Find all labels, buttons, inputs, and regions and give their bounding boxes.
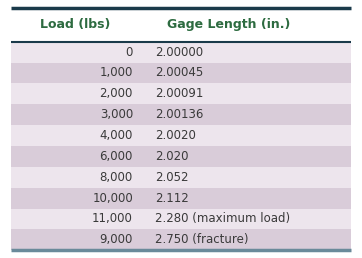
Text: 3,000: 3,000 (100, 108, 133, 121)
Text: 0: 0 (126, 46, 133, 59)
Bar (11, 42, 351, 62)
Text: 1,000: 1,000 (100, 67, 133, 79)
Text: 2.052: 2.052 (155, 171, 188, 184)
Bar (11, 8, 351, 42)
Bar (11, 104, 351, 125)
Text: 2.00000: 2.00000 (155, 46, 203, 59)
Text: 2.00045: 2.00045 (155, 67, 203, 79)
Bar (11, 208, 351, 229)
Text: Load (lbs): Load (lbs) (40, 18, 111, 31)
Text: 2.280 (maximum load): 2.280 (maximum load) (155, 213, 290, 225)
Text: 8,000: 8,000 (100, 171, 133, 184)
Text: Gage Length (in.): Gage Length (in.) (167, 18, 290, 31)
Text: 10,000: 10,000 (92, 192, 133, 205)
Bar (11, 188, 351, 208)
Text: 2,000: 2,000 (100, 87, 133, 100)
Bar (11, 83, 351, 104)
Text: 2.020: 2.020 (155, 150, 188, 163)
Bar (11, 125, 351, 146)
Bar (11, 62, 351, 83)
Bar (11, 167, 351, 188)
Text: 6,000: 6,000 (100, 150, 133, 163)
Text: 2.00091: 2.00091 (155, 87, 203, 100)
Text: 2.750 (fracture): 2.750 (fracture) (155, 233, 248, 246)
Text: 9,000: 9,000 (100, 233, 133, 246)
Text: 4,000: 4,000 (100, 129, 133, 142)
Text: 2.112: 2.112 (155, 192, 188, 205)
Text: 11,000: 11,000 (92, 213, 133, 225)
Text: 2.0020: 2.0020 (155, 129, 195, 142)
Bar (11, 146, 351, 167)
Text: 2.00136: 2.00136 (155, 108, 203, 121)
Bar (11, 229, 351, 250)
